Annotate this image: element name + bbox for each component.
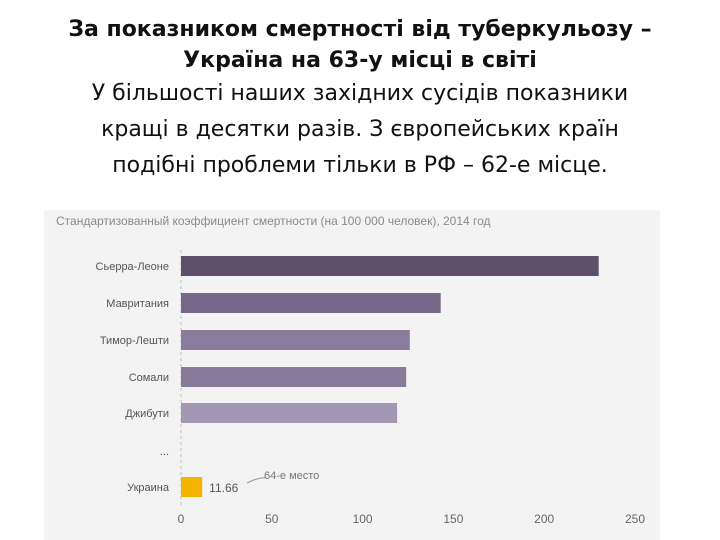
category-label: Мавритания [106, 298, 169, 310]
data-label: 11.66 [209, 481, 238, 495]
slide-title: За показником смертності від туберкульоз… [20, 14, 700, 76]
category-label: Тимор-Лешти [100, 335, 169, 347]
chart-panel: Стандартизованный коэффициент смертности… [44, 210, 660, 540]
slide-header: За показником смертності від туберкульоз… [20, 14, 700, 184]
category-label: Украина [127, 482, 170, 494]
x-tick-label: 100 [353, 512, 373, 526]
x-tick-label: 200 [534, 512, 554, 526]
annotation-label: 64-е место [264, 470, 319, 482]
bar [181, 367, 407, 387]
x-tick-label: 50 [265, 512, 279, 526]
slide-body-line: подібні проблеми тільки в РФ – 62-е місц… [112, 153, 608, 178]
bar [181, 293, 441, 313]
annotation-connector [246, 477, 267, 484]
category-label: Джибути [125, 408, 169, 420]
category-label: ... [160, 446, 169, 458]
x-tick-label: 250 [625, 512, 645, 526]
slide-title-line: За показником смертності від туберкульоз… [68, 17, 652, 42]
bar [181, 403, 398, 423]
bar [181, 477, 203, 497]
bar [181, 330, 410, 350]
slide-title-line: Україна на 63-у місці в світі [183, 48, 537, 73]
slide-body-text: У більшості наших західних сусідів показ… [20, 76, 700, 184]
category-label: Сомали [129, 372, 169, 384]
slide-body-line: У більшості наших західних сусідів показ… [91, 81, 629, 106]
x-tick-label: 150 [443, 512, 463, 526]
bar [181, 256, 599, 276]
bar-chart: Сьерра-Леоне Мавритания Тимор-Лешти Сомали Д… [96, 250, 645, 526]
chart-title: Стандартизованный коэффициент смертности… [56, 214, 491, 228]
category-label: Сьерра-Леоне [96, 261, 169, 273]
x-tick-label: 0 [178, 512, 185, 526]
slide-body-line: кращі в десятки разів. З європейських кр… [101, 117, 619, 142]
